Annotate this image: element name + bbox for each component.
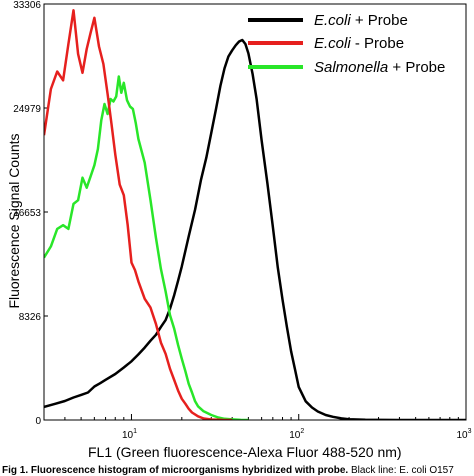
caption-rest-text: Black line: E. coli O157 bbox=[348, 465, 454, 476]
legend: E.coli + Probe E.coli - Probe Salmonella +… bbox=[248, 12, 445, 76]
x-tick-label: 101 bbox=[122, 428, 137, 441]
y-tick-label: 24979 bbox=[13, 104, 41, 115]
legend-label-ecoli-probe: E.coli + Probe bbox=[314, 12, 408, 29]
y-tick-label: 33306 bbox=[13, 0, 41, 11]
y-tick-label: 0 bbox=[35, 416, 41, 427]
series-line-ecoli-probe bbox=[44, 38, 466, 420]
caption-bold-text: Fig 1. Fluorescence histogram of microor… bbox=[2, 465, 349, 476]
figure-caption: Fig 1. Fluorescence histogram of microor… bbox=[2, 465, 474, 476]
x-tick-label: 102 bbox=[289, 428, 304, 441]
y-axis-title: Fluorescence Signal Counts bbox=[6, 133, 22, 308]
y-tick-label: 16653 bbox=[13, 208, 41, 219]
y-tick-label: 8326 bbox=[19, 312, 42, 323]
plot-frame bbox=[43, 3, 467, 421]
x-axis-title: FL1 (Green fluorescence-Alexa Fluor 488-… bbox=[88, 444, 402, 460]
series-layer bbox=[44, 9, 466, 420]
x-axis-ticks: 101 102 103 bbox=[43, 414, 472, 441]
legend-label-salmonella-probe: Salmonella + Probe bbox=[314, 59, 445, 76]
series-line-ecoli-no-probe bbox=[44, 9, 233, 420]
legend-label-ecoli-no-probe: E.coli - Probe bbox=[314, 35, 404, 52]
x-tick-label: 103 bbox=[456, 428, 471, 441]
series-line-salmonella-probe bbox=[44, 75, 249, 420]
